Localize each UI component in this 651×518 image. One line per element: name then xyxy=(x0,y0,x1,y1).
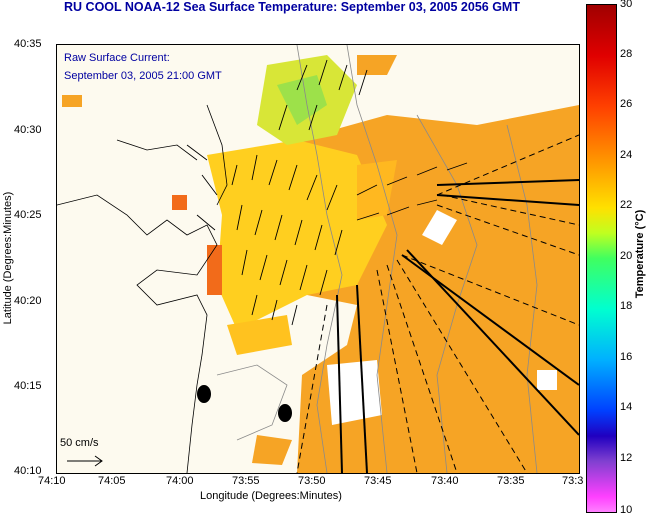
x-tick: 73:3 xyxy=(562,475,584,487)
x-tick: 74:00 xyxy=(166,475,194,487)
colorbar-tick: 30 xyxy=(620,0,633,10)
colorbar-label: Temperature (°C) xyxy=(634,209,646,299)
station-marker xyxy=(197,385,211,403)
x-tick: 73:35 xyxy=(497,475,525,487)
colorbar-tick: 26 xyxy=(620,98,633,110)
x-tick: 74:10 xyxy=(38,475,66,487)
coastline xyxy=(57,104,228,473)
colorbar-tick: 14 xyxy=(620,401,633,413)
x-axis-label: Longitude (Degrees:Minutes) xyxy=(200,490,342,502)
y-tick: 40:25 xyxy=(14,209,42,221)
sst-map xyxy=(57,45,579,473)
depth-contours xyxy=(216,45,538,473)
colorbar-tick: 22 xyxy=(620,199,633,211)
y-tick: 40:20 xyxy=(14,295,42,307)
map-title: RU COOL NOAA-12 Sea Surface Temperature:… xyxy=(64,0,520,14)
current-vectors xyxy=(186,59,468,326)
legend-line-2: September 03, 2005 21:00 GMT xyxy=(64,70,222,82)
x-tick: 73:45 xyxy=(364,475,392,487)
colorbar-tick: 10 xyxy=(620,504,633,516)
y-tick: 40:10 xyxy=(14,465,42,477)
legend-line-1: Raw Surface Current: xyxy=(64,52,170,64)
sst-field xyxy=(62,55,579,473)
station-marker xyxy=(278,404,292,422)
scale-arrow xyxy=(67,455,103,467)
y-tick: 40:30 xyxy=(14,124,42,136)
x-tick: 73:55 xyxy=(232,475,260,487)
y-tick: 40:15 xyxy=(14,380,42,392)
map-panel xyxy=(56,44,580,474)
x-tick: 74:05 xyxy=(98,475,126,487)
colorbar-tick: 28 xyxy=(620,48,633,60)
colorbar-tick: 20 xyxy=(620,250,633,262)
transect-lines xyxy=(296,134,579,473)
y-axis-label: Latitude (Degrees:Minutes) xyxy=(2,191,14,325)
temperature-colorbar xyxy=(586,4,617,513)
y-tick: 40:35 xyxy=(14,38,42,50)
colorbar-tick: 18 xyxy=(620,300,633,312)
colorbar-tick: 12 xyxy=(620,452,633,464)
scale-label: 50 cm/s xyxy=(60,437,99,449)
x-tick: 73:40 xyxy=(431,475,459,487)
colorbar-tick: 24 xyxy=(620,149,633,161)
x-tick: 73:50 xyxy=(298,475,326,487)
colorbar-tick: 16 xyxy=(620,351,633,363)
